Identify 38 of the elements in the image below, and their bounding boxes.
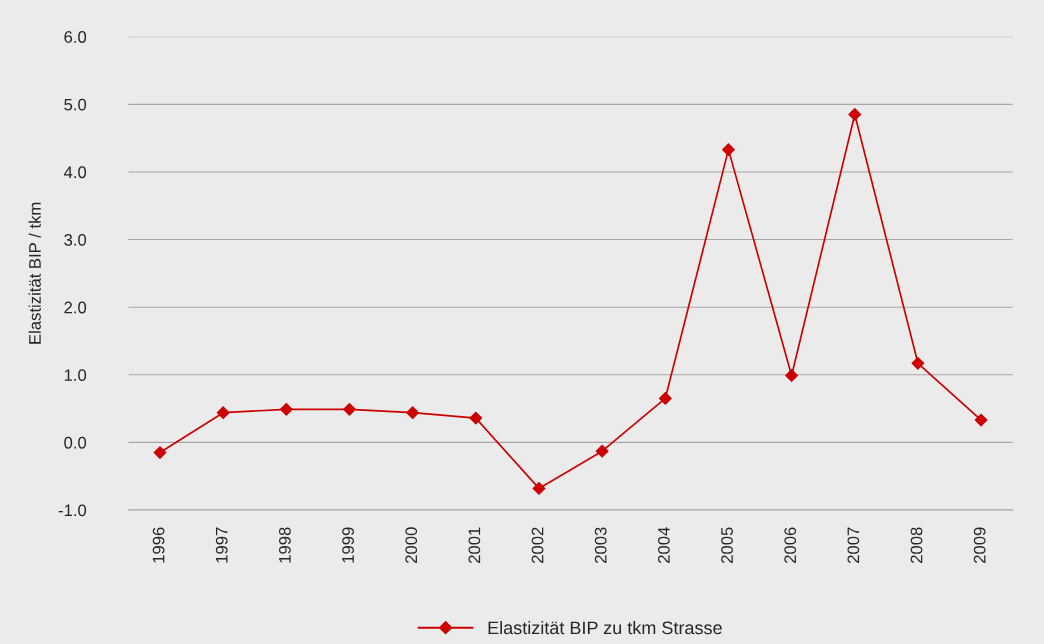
x-tick-label: 2005: [721, 527, 733, 563]
legend-label: Elastizität BIP zu tkm Strasse: [488, 620, 722, 635]
x-tick-label: 2002: [531, 527, 544, 563]
point: [216, 406, 230, 420]
x-tick-label: 1998: [278, 527, 291, 563]
point: [153, 446, 167, 459]
point: [974, 413, 988, 427]
y-tick-label: -1.0: [58, 504, 87, 517]
point: [722, 143, 735, 157]
y-tick-label: 5.0: [64, 98, 87, 111]
point: [848, 108, 862, 121]
y-tick-label: 1.0: [64, 369, 87, 382]
x-tick-label: 2006: [784, 527, 797, 563]
x-tick-label: 1997: [215, 527, 228, 563]
point: [279, 402, 293, 416]
point: [658, 392, 672, 405]
point: [343, 402, 356, 416]
x-tick-label: 1999: [342, 527, 354, 563]
point: [469, 411, 483, 425]
y-tick-label: 2.0: [64, 301, 87, 314]
x-tick-label: 2001: [468, 527, 481, 563]
point: [406, 406, 420, 420]
y-tick-label: 3.0: [64, 233, 87, 246]
point: [785, 369, 799, 382]
x-tick-label: 2004: [657, 527, 670, 563]
x-tick-label: 2009: [973, 527, 986, 563]
y-tick-label: 6.0: [64, 31, 87, 43]
y-axis-title: Elastizität BIP / tkm: [28, 202, 41, 344]
point: [532, 482, 546, 495]
point: [595, 444, 609, 458]
x-tick-label: 2000: [405, 527, 418, 563]
y-tick-label: 4.0: [63, 166, 87, 179]
x-tick-label: 2007: [847, 527, 860, 563]
x-tick-label: 1996: [152, 527, 165, 563]
x-tick-label: 2008: [910, 527, 923, 563]
x-tick-label: 2003: [594, 527, 607, 563]
point: [911, 356, 925, 370]
y-tick-label: 0.0: [64, 436, 87, 449]
